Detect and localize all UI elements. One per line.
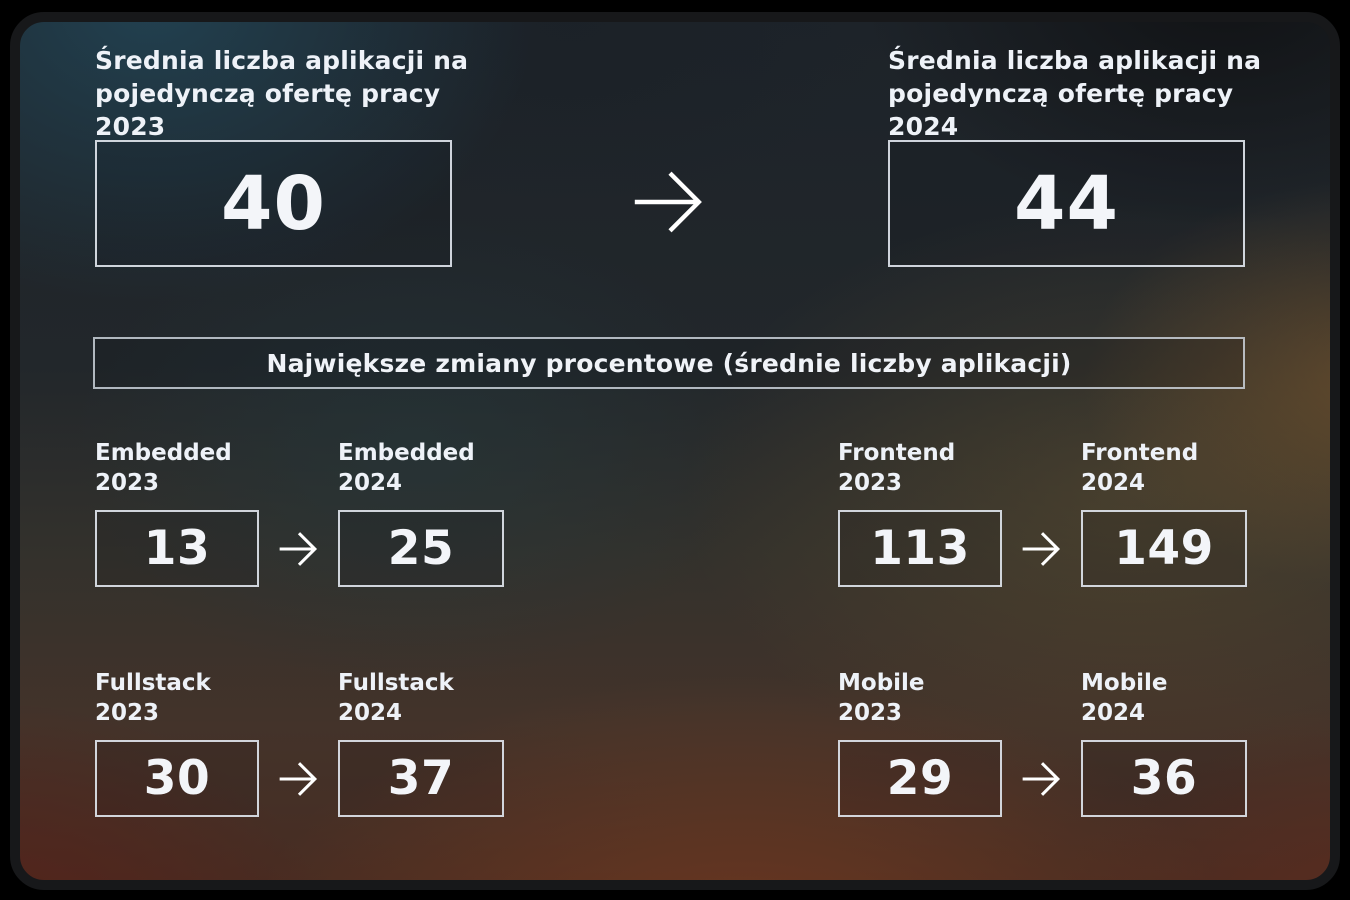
summary-title-2023-line2: pojedynczą ofertę pracy 2023 [95, 79, 441, 141]
value-box-frontend-2024: 149 [1081, 510, 1247, 587]
value-box-embedded-2024: 25 [338, 510, 504, 587]
right-arrow-icon [277, 756, 321, 802]
label-mobile-2024-category: Mobile [1081, 670, 1168, 696]
value-fullstack-2023: 30 [143, 751, 211, 806]
label-mobile-2023-category: Mobile [838, 670, 925, 696]
label-embedded-2024-category: Embedded [338, 440, 475, 466]
value-frontend-2023: 113 [870, 521, 970, 576]
summary-title-2024-line1: Średnia liczba aplikacji na [888, 46, 1262, 75]
label-frontend-2024-category: Frontend [1081, 440, 1199, 466]
summary-value-2023: 40 [221, 160, 326, 247]
value-box-embedded-2023: 13 [95, 510, 259, 587]
label-embedded-2024: Embedded 2024 [338, 438, 504, 498]
summary-title-2024-line2: pojedynczą ofertę pracy 2024 [888, 79, 1234, 141]
value-frontend-2024: 149 [1114, 521, 1214, 576]
summary-title-2023-line1: Średnia liczba aplikacji na [95, 46, 469, 75]
label-fullstack-2023-category: Fullstack [95, 670, 211, 696]
label-fullstack-2023: Fullstack 2023 [95, 668, 259, 728]
gradient-card [10, 12, 1340, 890]
right-arrow-icon [1020, 756, 1064, 802]
section-banner: Największe zmiany procentowe (średnie li… [93, 337, 1245, 389]
summary-value-2024: 44 [1014, 160, 1119, 247]
value-embedded-2023: 13 [143, 521, 211, 576]
label-frontend-2024-year: 2024 [1081, 470, 1146, 496]
label-embedded-2024-year: 2024 [338, 470, 403, 496]
big-right-arrow-icon [630, 161, 710, 243]
value-box-mobile-2023: 29 [838, 740, 1002, 817]
summary-value-box-2023: 40 [95, 140, 452, 267]
label-frontend-2024: Frontend 2024 [1081, 438, 1247, 498]
comparison-group-frontend: Frontend 2023 Frontend 2024 113 149 [838, 438, 1247, 587]
label-mobile-2024: Mobile 2024 [1081, 668, 1247, 728]
label-mobile-2023-year: 2023 [838, 700, 903, 726]
label-frontend-2023: Frontend 2023 [838, 438, 1002, 498]
label-embedded-2023-category: Embedded [95, 440, 232, 466]
label-mobile-2024-year: 2024 [1081, 700, 1146, 726]
label-frontend-2023-category: Frontend [838, 440, 956, 466]
value-mobile-2024: 36 [1130, 751, 1198, 806]
label-embedded-2023: Embedded 2023 [95, 438, 259, 498]
right-arrow-icon [277, 526, 321, 572]
right-arrow-icon [1020, 526, 1064, 572]
summary-title-2024: Średnia liczba aplikacji na pojedynczą o… [888, 44, 1308, 143]
summary-title-2023: Średnia liczba aplikacji na pojedynczą o… [95, 44, 515, 143]
label-fullstack-2023-year: 2023 [95, 700, 160, 726]
label-embedded-2023-year: 2023 [95, 470, 160, 496]
label-fullstack-2024-category: Fullstack [338, 670, 454, 696]
value-box-fullstack-2024: 37 [338, 740, 504, 817]
comparison-group-embedded: Embedded 2023 Embedded 2024 13 25 [95, 438, 504, 587]
label-fullstack-2024-year: 2024 [338, 700, 403, 726]
comparison-group-fullstack: Fullstack 2023 Fullstack 2024 30 37 [95, 668, 504, 817]
summary-value-box-2024: 44 [888, 140, 1245, 267]
label-mobile-2023: Mobile 2023 [838, 668, 1002, 728]
value-box-fullstack-2023: 30 [95, 740, 259, 817]
label-frontend-2023-year: 2023 [838, 470, 903, 496]
section-banner-label: Największe zmiany procentowe (średnie li… [266, 348, 1072, 378]
value-fullstack-2024: 37 [387, 751, 455, 806]
value-embedded-2024: 25 [387, 521, 455, 576]
label-fullstack-2024: Fullstack 2024 [338, 668, 504, 728]
value-box-frontend-2023: 113 [838, 510, 1002, 587]
value-box-mobile-2024: 36 [1081, 740, 1247, 817]
value-mobile-2023: 29 [886, 751, 954, 806]
comparison-group-mobile: Mobile 2023 Mobile 2024 29 36 [838, 668, 1247, 817]
